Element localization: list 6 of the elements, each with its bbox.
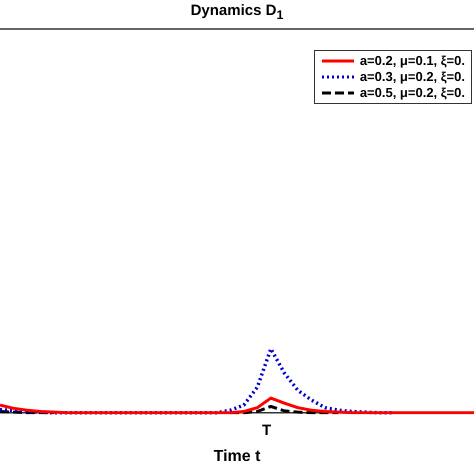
x-axis-title: Time t (214, 448, 262, 465)
legend-label: a=0.5, μ=0.2, ξ=0. (360, 85, 465, 101)
legend-label: a=0.2, μ=0.1, ξ=0. (360, 53, 465, 69)
text: T (262, 422, 272, 439)
legend-label: a=0.3, μ=0.2, ξ=0. (360, 69, 465, 85)
chart-title: Dynamics D$_{1}$ (190, 2, 284, 22)
